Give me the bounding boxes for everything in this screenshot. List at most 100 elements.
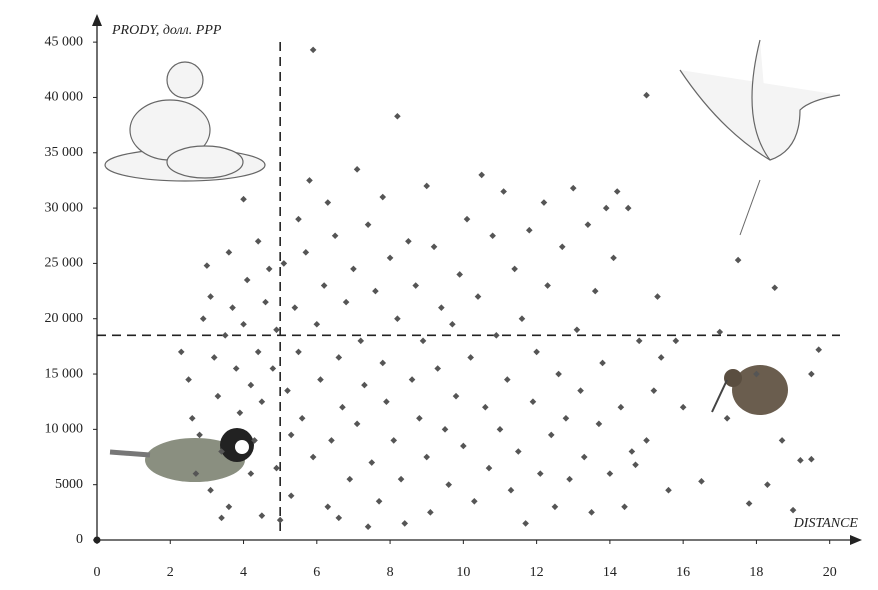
point — [273, 464, 280, 472]
point — [346, 475, 354, 483]
point — [540, 199, 548, 206]
point — [745, 500, 753, 507]
x-tick-label: 20 — [823, 565, 837, 580]
point — [588, 509, 595, 516]
point — [295, 348, 302, 356]
point — [467, 354, 474, 361]
point — [449, 320, 456, 328]
point — [368, 459, 376, 466]
point — [654, 293, 661, 300]
point — [335, 354, 343, 361]
point — [456, 271, 463, 278]
point — [423, 182, 431, 190]
y-tick-label: 25 000 — [45, 256, 84, 271]
point — [613, 188, 621, 195]
point — [529, 398, 537, 406]
point — [602, 204, 610, 212]
point — [375, 497, 383, 505]
point — [672, 337, 680, 345]
point — [536, 470, 544, 477]
x-tick-label: 12 — [530, 565, 544, 580]
point — [269, 365, 277, 372]
point — [401, 520, 409, 527]
point — [218, 514, 225, 522]
point — [471, 497, 478, 505]
point — [493, 332, 500, 339]
y-axis-title: PRODY, долл. PPP — [111, 23, 222, 38]
y-tick-label: 15 000 — [45, 366, 84, 381]
point — [789, 506, 797, 514]
point — [331, 232, 339, 240]
point — [383, 398, 390, 406]
point — [199, 315, 207, 323]
x-tick-label: 0 — [94, 565, 101, 580]
point — [320, 282, 328, 289]
y-tick-label: 20 000 — [45, 311, 84, 326]
point — [635, 337, 643, 345]
point — [364, 221, 372, 228]
point — [599, 359, 606, 367]
y-axis-arrow — [92, 14, 102, 26]
point — [196, 431, 203, 439]
point — [390, 437, 398, 444]
point — [595, 420, 603, 428]
point — [240, 195, 247, 203]
point — [628, 448, 636, 455]
point — [445, 481, 452, 488]
x-tick-label: 10 — [456, 565, 470, 580]
point — [317, 376, 324, 383]
point — [251, 437, 258, 444]
point — [584, 221, 592, 228]
x-tick-label: 8 — [387, 565, 394, 580]
point — [258, 398, 266, 406]
point — [273, 326, 280, 334]
point — [533, 348, 540, 356]
point — [243, 276, 251, 284]
point — [698, 478, 705, 485]
point — [408, 376, 416, 383]
point — [357, 337, 365, 345]
point — [764, 481, 771, 488]
point — [452, 392, 460, 400]
y-tick-label: 5000 — [55, 477, 83, 492]
y-tick-label: 30 000 — [45, 200, 84, 215]
point — [254, 237, 262, 245]
point — [276, 516, 284, 524]
point — [778, 437, 786, 444]
point — [225, 503, 233, 511]
x-tick-label: 4 — [240, 565, 247, 580]
point — [624, 204, 632, 212]
point — [753, 370, 760, 378]
point — [218, 448, 225, 455]
y-tick-label: 45 000 — [45, 34, 84, 49]
point — [254, 348, 262, 356]
point — [460, 442, 467, 450]
point — [379, 359, 387, 367]
y-tick-label: 35 000 — [45, 145, 84, 160]
point — [504, 376, 511, 383]
point — [723, 414, 731, 422]
y-tick-label: 0 — [76, 532, 83, 547]
point — [364, 523, 372, 531]
point — [247, 470, 255, 477]
point — [525, 226, 533, 234]
point — [188, 414, 196, 422]
point — [203, 262, 211, 269]
point — [335, 514, 343, 522]
point — [610, 254, 617, 262]
point — [643, 91, 650, 99]
point — [207, 293, 214, 300]
point — [309, 453, 317, 461]
point — [309, 46, 317, 54]
point — [353, 420, 361, 428]
point — [412, 282, 420, 289]
point — [342, 298, 350, 306]
point — [258, 512, 266, 519]
point — [489, 232, 496, 240]
x-tick-label: 2 — [167, 565, 174, 580]
y-tick-label: 40 000 — [45, 90, 84, 105]
point — [500, 188, 507, 195]
point — [295, 215, 302, 223]
point — [573, 326, 581, 334]
